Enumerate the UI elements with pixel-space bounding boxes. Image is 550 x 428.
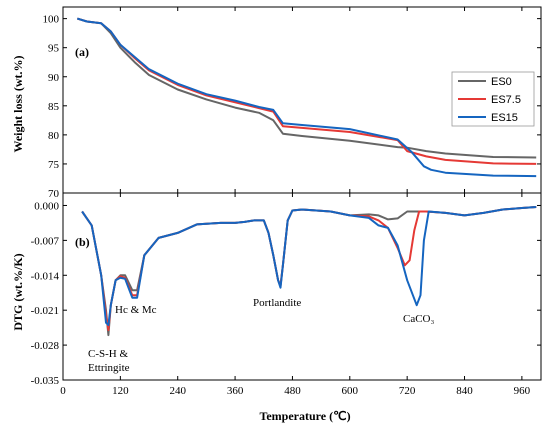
legend: ES0 ES7.5 ES15 <box>451 71 535 127</box>
y-tick-label-a: 75 <box>48 159 60 171</box>
y-tick-label-a: 80 <box>48 130 60 142</box>
x-tick-label: 240 <box>169 385 186 397</box>
panel-a-label: (a) <box>75 45 89 59</box>
annotation-csh: C-S-H & <box>88 348 128 360</box>
y-tick-label-a: 90 <box>48 72 60 84</box>
x-tick-label: 360 <box>227 385 244 397</box>
y-tick-label-b: -0.007 <box>31 235 60 247</box>
x-tick-label: 720 <box>399 385 416 397</box>
panel-a-weight-loss: 70 75 80 85 90 95 100 <box>43 6 542 200</box>
series-line-a-es0 <box>77 17 537 159</box>
annotation-hc-mc: Hc & Mc <box>115 304 157 316</box>
y-tick-label-b: -0.021 <box>31 305 59 317</box>
series-line-a-es15 <box>77 17 537 178</box>
y-tick-label-b: -0.014 <box>31 270 60 282</box>
legend-label-es7-5: ES7.5 <box>491 94 521 106</box>
y-tick-label-a: 70 <box>48 188 60 200</box>
y-tick-label-a: 100 <box>43 14 60 26</box>
legend-label-es15: ES15 <box>491 112 518 124</box>
annotation-caco3: CaCO₃ <box>403 313 435 325</box>
x-tick-label: 120 <box>112 385 129 397</box>
annotation-portlandite: Portlandite <box>253 297 301 309</box>
y-tick-label-a: 95 <box>48 43 60 55</box>
annotation-ettringite: Ettringite <box>88 362 130 374</box>
x-tick-label: 0 <box>60 385 66 397</box>
y-tick-label-a: 85 <box>48 101 60 113</box>
panel-a-ylabel: Weight loss (wt.%) <box>11 56 25 153</box>
legend-label-es0: ES0 <box>491 76 512 88</box>
panel-b-ylabel: DTG (wt.%/K) <box>11 253 25 330</box>
x-tick-label: 840 <box>456 385 473 397</box>
series-line-b-es15 <box>81 206 537 327</box>
plot-frame-b <box>62 192 542 381</box>
x-tick-label: 480 <box>284 385 301 397</box>
y-tick-label-b: -0.028 <box>31 340 60 352</box>
panel-b-label: (b) <box>75 235 90 249</box>
x-tick-label: 600 <box>342 385 359 397</box>
x-tick-label: 960 <box>514 385 531 397</box>
x-axis-label: Temperature (℃) <box>259 409 350 423</box>
y-tick-label-b: -0.035 <box>31 375 60 387</box>
y-tick-label-b: 0.000 <box>34 200 59 212</box>
